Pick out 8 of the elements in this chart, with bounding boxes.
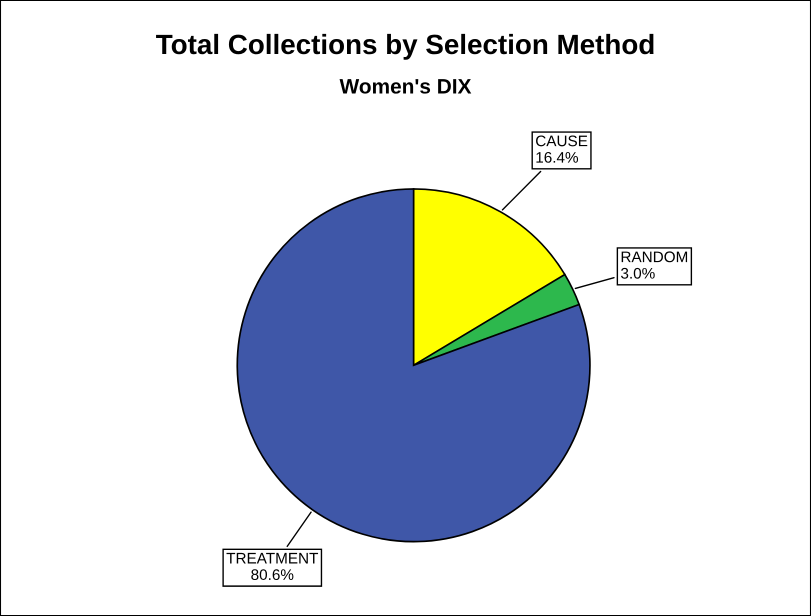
slice-label: RANDOM	[622, 251, 688, 262]
chart-title: Total Collections by Selection Method	[156, 34, 654, 60]
data-label: 80.6%	[251, 569, 294, 580]
chart-subtitle: Women's DIX	[340, 79, 472, 94]
data-label: 3.0%	[621, 268, 655, 279]
slice-label: TREATMENT	[226, 552, 318, 564]
data-label: 16.4%	[536, 152, 578, 163]
slice-label: CAUSE	[536, 136, 588, 146]
